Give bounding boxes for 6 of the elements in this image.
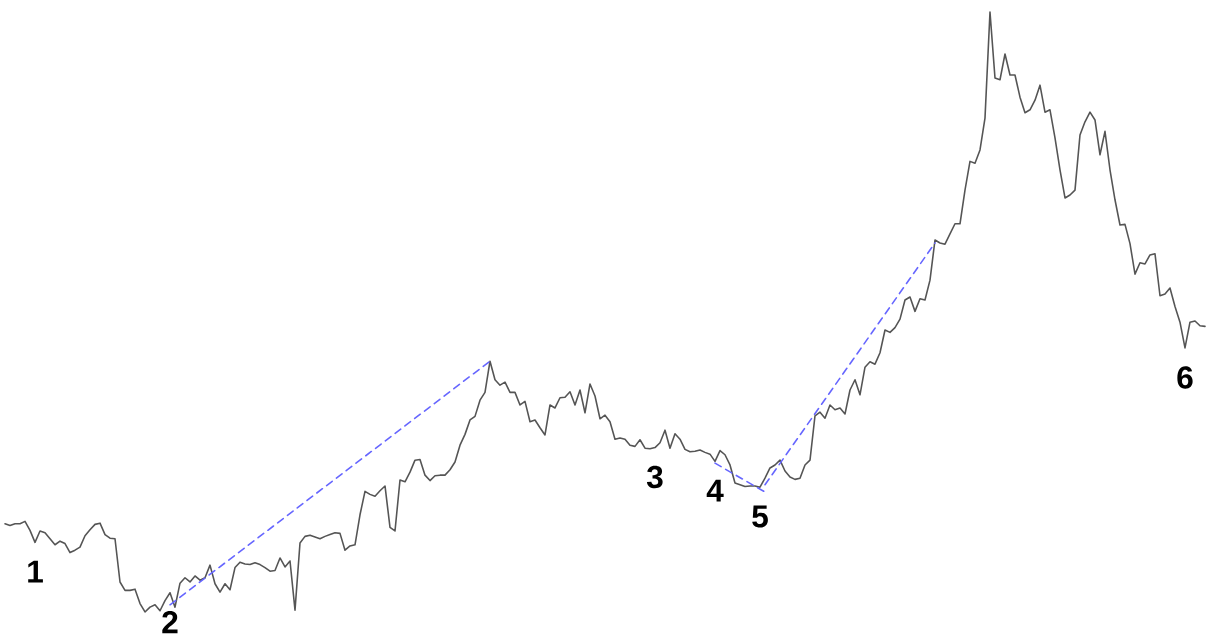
annotation: 2: [162, 611, 178, 634]
annotation: 5: [752, 505, 768, 528]
annotation: 6: [1177, 366, 1193, 389]
annotation: 1: [28, 560, 43, 583]
annotation: 4: [706, 479, 724, 502]
annotation: 3: [646, 466, 663, 489]
